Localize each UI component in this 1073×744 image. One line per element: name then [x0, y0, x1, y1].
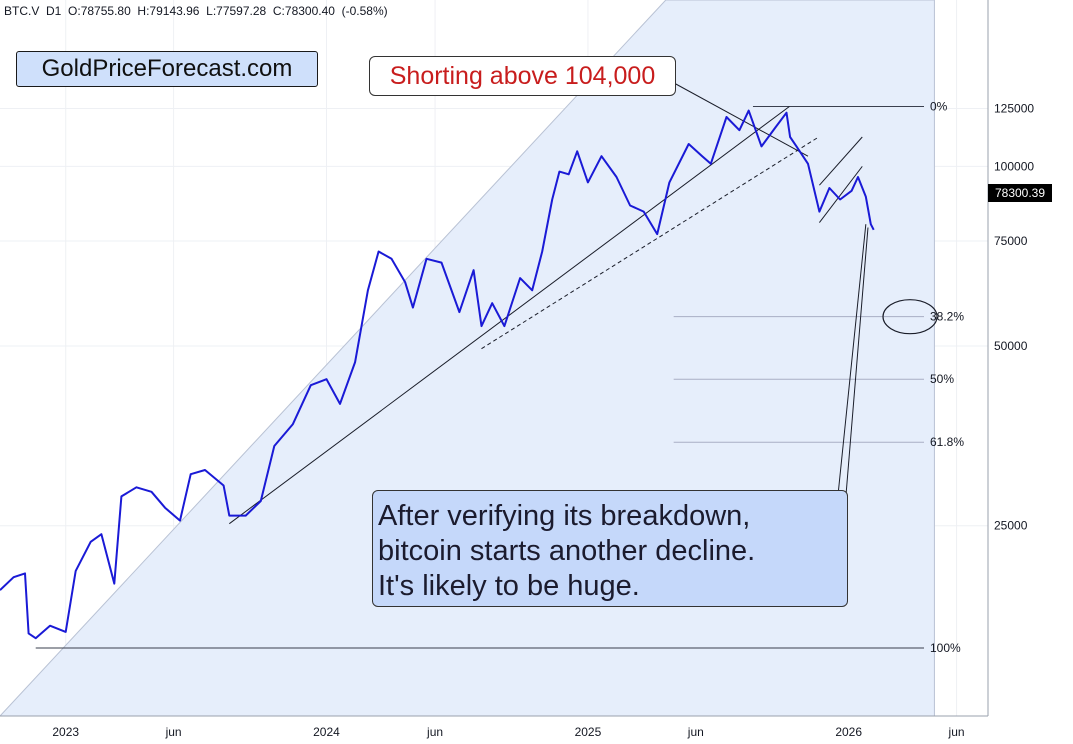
high-value: H:79143.96: [137, 4, 200, 18]
dashed-trendline: [481, 136, 819, 350]
x-tick-label: 2023: [52, 725, 79, 739]
price-series-line: [0, 109, 875, 640]
x-tick-label: 2025: [575, 725, 602, 739]
y-tick-label: 50000: [994, 339, 1028, 353]
symbol-header: BTC.V D1 O:78755.80 H:79143.96 L:77597.2…: [4, 4, 388, 18]
analysis-line-1: After verifying its breakdown,: [378, 500, 751, 532]
y-tick-label: 75000: [994, 234, 1028, 248]
fib-level-label: 100%: [930, 641, 961, 655]
analysis-line-2: bitcoin starts another decline.: [378, 535, 756, 567]
shorting-pointer: [673, 82, 809, 157]
fib-level-label: 38.2%: [930, 310, 964, 324]
change-value: (-0.58%): [341, 4, 388, 18]
y-tick-label: 125000: [994, 102, 1034, 116]
low-value: L:77597.28: [206, 4, 267, 18]
x-tick-label: jun: [687, 725, 704, 739]
projection-wedge: [0, 0, 935, 717]
x-tick-label: jun: [426, 725, 443, 739]
analysis-line-3: It's likely to be huge.: [378, 570, 640, 602]
analysis-pointer-2: [845, 227, 869, 496]
flag-upper-line: [819, 166, 863, 223]
open-value: O:78755.80: [68, 4, 131, 18]
flag-lower-line: [819, 136, 863, 186]
analysis-pointer: [837, 224, 867, 496]
x-tick-label: jun: [948, 725, 965, 739]
target-ellipse: [882, 299, 938, 335]
fibonacci-levels: 0% 38.2% 50% 61.8% 100%: [35, 99, 964, 655]
fib-level-label: 61.8%: [930, 435, 964, 449]
x-tick-label: jun: [165, 725, 182, 739]
x-tick-label: 2026: [835, 725, 862, 739]
fib-level-label: 0%: [930, 99, 948, 113]
brand-logo: GoldPriceForecast.com: [16, 51, 318, 87]
close-value: C:78300.40: [272, 4, 335, 18]
symbol: BTC.V: [4, 4, 40, 18]
trend-drawings: [229, 82, 869, 525]
main-trendline: [229, 106, 790, 525]
analysis-callout: After verifying its breakdown, bitcoin s…: [372, 490, 848, 607]
y-tick-label: 100000: [994, 159, 1034, 173]
y-tick-label: 25000: [994, 519, 1028, 533]
last-price-tag: 78300.39: [988, 184, 1052, 202]
x-tick-label: 2024: [313, 725, 340, 739]
interval: D1: [46, 4, 62, 18]
fib-level-label: 50%: [930, 372, 954, 386]
chart-axes: 25000 50000 75000 100000 125000 2023 jun 2024 ju…: [0, 0, 1034, 739]
shorting-callout: Shorting above 104,000: [369, 56, 676, 96]
